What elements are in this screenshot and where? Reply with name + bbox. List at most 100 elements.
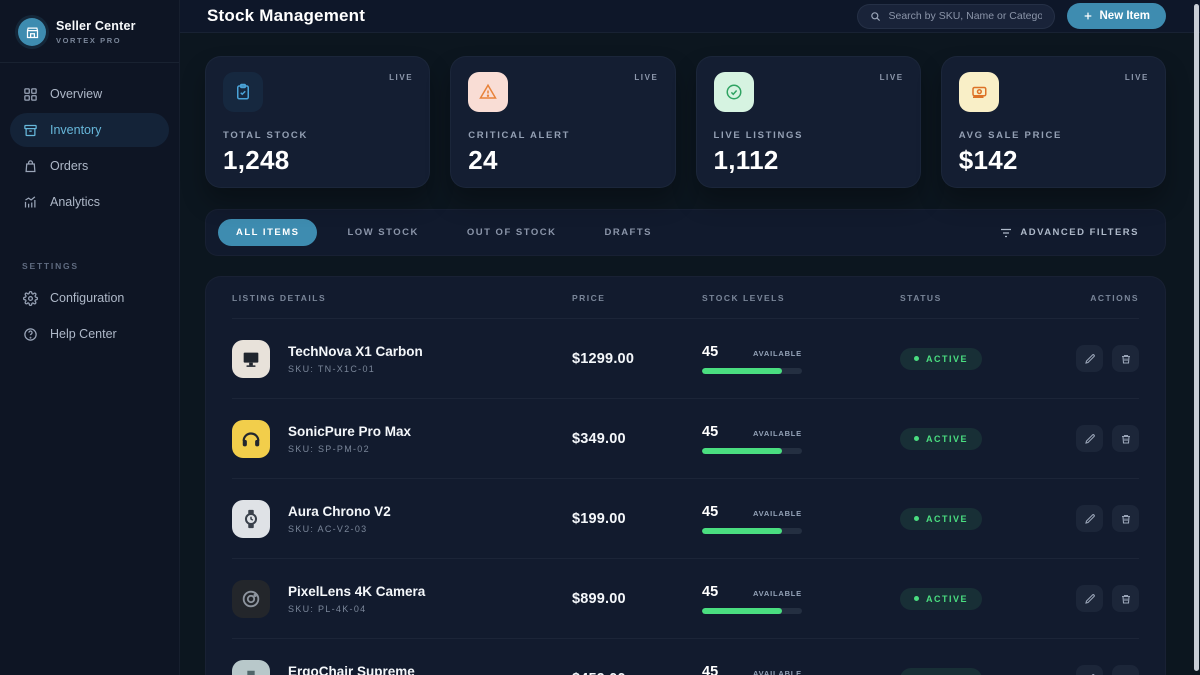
tab-low-stock[interactable]: LOW STOCK (347, 227, 419, 238)
search-input[interactable] (888, 10, 1042, 22)
sidebar-item-help-center[interactable]: Help Center (10, 317, 169, 351)
question-circle-icon (22, 326, 38, 342)
status-badge: ACTIVE (900, 427, 983, 450)
delete-button[interactable] (1112, 585, 1139, 612)
status-badge: ACTIVE (900, 347, 983, 370)
table-body: TechNova X1 Carbon SKU: TN-X1C-01 $1299.… (232, 318, 1139, 675)
delete-button[interactable] (1112, 665, 1139, 675)
row-actions (1058, 425, 1139, 452)
stock-cell: 45 AVAILABLE (702, 584, 802, 614)
product-cell: PixelLens 4K Camera SKU: PL-4K-04 (232, 579, 572, 618)
stock-progress-track (702, 607, 802, 614)
live-badge: LIVE (634, 73, 659, 82)
chart-icon (22, 194, 38, 210)
stock-count: 45 (702, 663, 719, 675)
delete-button[interactable] (1112, 425, 1139, 452)
pencil-icon (1084, 593, 1096, 605)
sidebar-item-orders[interactable]: Orders (10, 149, 169, 183)
sidebar-item-overview[interactable]: Overview (10, 77, 169, 111)
page-title: Stock Management (207, 6, 366, 25)
sidebar-item-inventory[interactable]: Inventory (10, 113, 169, 147)
edit-button[interactable] (1076, 425, 1103, 452)
stock-count: 45 (702, 423, 719, 440)
status-label: ACTIVE (926, 513, 969, 524)
stats-row: LIVE TOTAL STOCK 1,248 LIVE CRITICAL ALE… (205, 56, 1166, 188)
sidebar: Seller Center VORTEX PRO Overview Invent… (0, 0, 180, 675)
brand: Seller Center VORTEX PRO (0, 0, 179, 62)
plus-icon (1083, 11, 1093, 21)
column-header: PRICE (572, 292, 606, 303)
new-item-button[interactable]: New Item (1066, 3, 1166, 29)
sidebar-item-label: Configuration (50, 291, 125, 305)
status-dot-icon (914, 356, 919, 361)
stock-progress-track (702, 367, 802, 374)
new-item-label: New Item (1099, 10, 1151, 22)
stat-label: TOTAL STOCK (223, 130, 309, 141)
sidebar-item-analytics[interactable]: Analytics (10, 185, 169, 219)
product-name: TechNova X1 Carbon (288, 343, 423, 359)
edit-button[interactable] (1076, 345, 1103, 372)
product-sku: SKU: SP-PM-02 (288, 443, 370, 454)
stock-availability-label: AVAILABLE (752, 588, 802, 598)
banknote-icon (958, 72, 999, 112)
status-label: ACTIVE (926, 674, 968, 675)
pencil-icon (1084, 433, 1096, 445)
stock-progress-fill (702, 607, 782, 614)
warning-triangle-icon (468, 72, 509, 112)
headphones-icon (232, 419, 270, 458)
brand-name: Seller Center (56, 19, 136, 33)
sidebar-item-configuration[interactable]: Configuration (10, 281, 169, 315)
trash-icon (1120, 513, 1132, 525)
tab-all-items[interactable]: ALL ITEMS (218, 219, 318, 246)
stock-progress-track (702, 527, 802, 534)
stock-count: 45 (702, 503, 719, 520)
stat-value: $142 (958, 145, 1018, 175)
vertical-scrollbar[interactable] (1194, 4, 1199, 671)
status-label: ACTIVE (926, 353, 969, 364)
brand-subtitle: VORTEX PRO (56, 36, 122, 45)
tab-out-of-stock[interactable]: OUT OF STOCK (466, 227, 557, 238)
product-name: Aura Chrono V2 (288, 503, 391, 519)
stat-label: CRITICAL ALERT (468, 130, 571, 141)
chair-icon (232, 659, 270, 675)
magnifier-icon (870, 11, 881, 22)
delete-button[interactable] (1112, 345, 1139, 372)
live-badge: LIVE (879, 73, 904, 82)
search-box[interactable] (856, 3, 1055, 29)
live-badge: LIVE (1124, 73, 1149, 82)
edit-button[interactable] (1076, 665, 1103, 675)
status-dot-icon (914, 436, 919, 441)
table-row: TechNova X1 Carbon SKU: TN-X1C-01 $1299.… (232, 318, 1139, 398)
grid-icon (22, 86, 38, 102)
table-row: PixelLens 4K Camera SKU: PL-4K-04 $899.0… (232, 558, 1139, 638)
shopping-bag-icon (22, 158, 38, 174)
delete-button[interactable] (1112, 505, 1139, 532)
sidebar-divider (0, 62, 179, 63)
tab-drafts[interactable]: DRAFTS (604, 227, 652, 238)
monitor-icon (232, 339, 270, 378)
watch-icon (232, 499, 270, 538)
stock-progress-track (702, 447, 802, 454)
column-header: ACTIONS (1090, 292, 1139, 303)
stock-progress-fill (702, 447, 782, 454)
product-sku: SKU: TN-X1C-01 (288, 363, 376, 374)
live-badge: LIVE (389, 73, 414, 82)
clipboard-check-icon (223, 72, 263, 112)
advanced-filters-label: ADVANCED FILTERS (1020, 227, 1139, 238)
edit-button[interactable] (1076, 505, 1103, 532)
stock-cell: 45 AVAILABLE (702, 424, 802, 454)
product-cell: SonicPure Pro Max SKU: SP-PM-02 (232, 419, 572, 458)
status-label: ACTIVE (926, 433, 969, 444)
stat-value: 1,112 (713, 145, 779, 175)
stat-value: 24 (468, 145, 498, 175)
stock-cell: 45 AVAILABLE (702, 344, 802, 374)
column-header: STATUS (900, 292, 942, 303)
product-name: SonicPure Pro Max (288, 423, 412, 439)
edit-button[interactable] (1076, 585, 1103, 612)
advanced-filters-button[interactable]: ADVANCED FILTERS (1000, 227, 1153, 238)
stat-card: LIVE AVG SALE PRICE $142 (940, 56, 1166, 188)
product-cell: Aura Chrono V2 SKU: AC-V2-03 (232, 499, 572, 538)
sidebar-item-label: Overview (50, 87, 103, 101)
stock-availability-label: AVAILABLE (752, 668, 802, 675)
storefront-icon (18, 18, 46, 46)
